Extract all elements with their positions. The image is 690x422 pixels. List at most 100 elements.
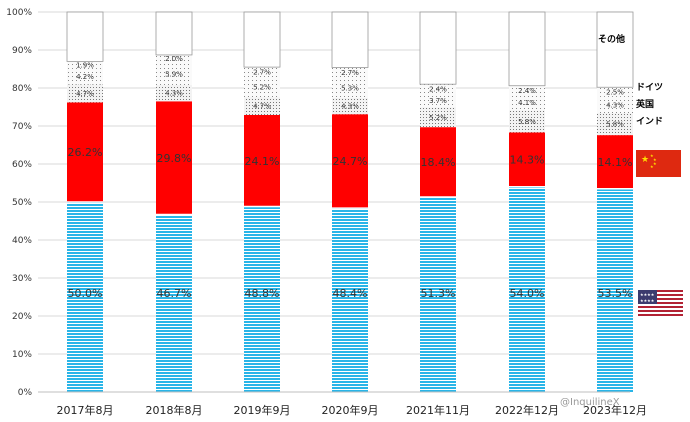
bar-segment xyxy=(244,77,280,98)
x-tick-label: 2019年9月 xyxy=(234,403,291,417)
bar-segment xyxy=(596,11,634,88)
bar-segment xyxy=(156,84,192,102)
data-label: 14.3% xyxy=(510,154,545,167)
data-label: 5.8% xyxy=(518,118,536,126)
bar-segment xyxy=(509,110,545,133)
bar-segment xyxy=(509,186,545,392)
watermark: @InquilineX xyxy=(560,397,620,408)
bar-segment xyxy=(244,206,280,392)
bar-segment xyxy=(244,67,280,78)
x-tick-label: 2020年9月 xyxy=(322,403,379,417)
data-label: 4.3% xyxy=(606,101,624,109)
x-tick-label: 2018年8月 xyxy=(146,403,203,417)
data-label: 5.8% xyxy=(606,121,624,129)
svg-text:★★★★: ★★★★ xyxy=(640,292,655,297)
y-tick-label: 20% xyxy=(12,312,32,322)
bar-segment xyxy=(243,11,281,68)
bar-segment xyxy=(419,11,457,85)
data-label: 4.1% xyxy=(518,99,536,107)
bar-segment xyxy=(67,202,103,392)
bar-segment xyxy=(509,94,545,111)
bar-segment xyxy=(155,11,193,56)
data-label: 4.3% xyxy=(165,90,183,98)
x-axis: 2017年8月 2018年8月 2019年9月 2020年9月 2021年11月 2022… xyxy=(38,391,647,417)
data-label: 54.0% xyxy=(510,287,545,300)
data-label: 53.5% xyxy=(598,287,633,300)
y-tick-label: 10% xyxy=(12,350,32,360)
bar-segment xyxy=(332,97,368,115)
bar-segment xyxy=(67,68,103,85)
data-label: 2.7% xyxy=(253,69,271,77)
data-label: 1.9% xyxy=(76,62,94,70)
bar-segment xyxy=(67,61,103,69)
data-label: 2.4% xyxy=(518,87,536,95)
data-label: 4.7% xyxy=(76,90,94,98)
bars xyxy=(66,11,634,392)
svg-text:★: ★ xyxy=(653,157,657,162)
svg-text:★★★★: ★★★★ xyxy=(640,298,655,303)
bar-segment xyxy=(597,135,633,189)
data-label: 5.2% xyxy=(429,114,447,122)
data-label: 26.2% xyxy=(68,146,103,159)
x-tick-label: 2022年12月 xyxy=(495,403,559,417)
data-label: 4.3% xyxy=(341,103,359,111)
bar-segment xyxy=(597,113,633,136)
x-tick-label: 2017年8月 xyxy=(57,403,114,417)
y-tick-label: 80% xyxy=(12,84,32,94)
y-tick-label: 100% xyxy=(6,8,32,18)
bar-segment xyxy=(597,96,633,114)
us-flag-icon: ★★★★ ★★★★ xyxy=(638,290,683,316)
y-tick-label: 40% xyxy=(12,236,32,246)
data-label: 5.9% xyxy=(165,70,183,78)
data-label: 4.2% xyxy=(76,73,94,81)
data-label: 2.4% xyxy=(429,85,447,93)
data-label: 2.7% xyxy=(341,69,359,77)
bar-segment xyxy=(66,11,104,62)
x-tick-label: 2023年12月 xyxy=(583,403,647,417)
data-label: 5.3% xyxy=(341,84,359,92)
data-label: 4.7% xyxy=(253,103,271,111)
data-label: 50.0% xyxy=(68,287,103,300)
legend-label: 英国 xyxy=(635,98,654,110)
legend-label: その他 xyxy=(598,33,625,45)
bar-segment xyxy=(332,77,368,98)
bar-segment xyxy=(420,93,456,108)
legend-label: ドイツ xyxy=(636,82,663,93)
data-label: 48.8% xyxy=(245,287,280,300)
data-label: 18.4% xyxy=(421,156,456,169)
data-labels: 50.0% 26.2% 4.7% 4.2% 1.9% 46.7% 29.8% 4.3% 5.9%… xyxy=(68,55,633,300)
bar-segment xyxy=(156,54,192,63)
bar-segment xyxy=(156,101,192,215)
data-label: 2.0% xyxy=(165,55,183,63)
svg-text:★: ★ xyxy=(641,155,649,165)
bar-segment xyxy=(244,114,280,207)
data-label: 3.7% xyxy=(429,97,447,105)
y-tick-label: 0% xyxy=(18,388,33,398)
legend-label: インド xyxy=(636,116,663,127)
bar-segment xyxy=(244,97,280,115)
bar-segment xyxy=(420,197,456,392)
y-tick-label: 60% xyxy=(12,160,32,170)
bar-segment xyxy=(597,188,633,392)
data-label: 24.7% xyxy=(333,155,368,168)
y-tick-label: 50% xyxy=(12,198,32,208)
y-axis: 0% 10% 20% 30% 40% 50% 60% 70% 80% 90% 100% xyxy=(6,8,32,398)
bar-segment xyxy=(156,214,192,392)
bar-segment xyxy=(597,87,633,97)
y-tick-label: 30% xyxy=(12,274,32,284)
bar-segment xyxy=(420,107,456,128)
data-label: 24.1% xyxy=(245,155,280,168)
data-label: 48.4% xyxy=(333,287,368,300)
bar-segment xyxy=(67,102,103,202)
bar-segment xyxy=(509,85,545,95)
bar-segment xyxy=(508,11,546,87)
svg-text:★: ★ xyxy=(650,164,654,169)
bar-segment xyxy=(420,127,456,198)
x-tick-label: 2021年11月 xyxy=(406,403,470,417)
bar-segment xyxy=(156,62,192,85)
data-label: 46.7% xyxy=(157,287,192,300)
bar-segment xyxy=(332,67,368,78)
data-label: 5.2% xyxy=(253,84,271,92)
